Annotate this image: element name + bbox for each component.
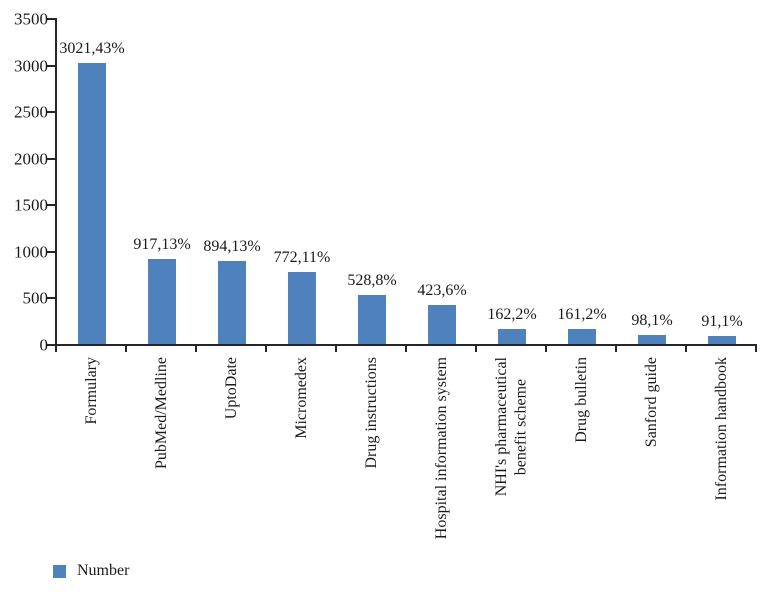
y-tick-label: 1000 [14, 242, 48, 262]
category-label: NHI's pharmaceutical benefit scheme [493, 357, 530, 497]
category-label: UptoDate [223, 357, 241, 420]
category-label: Formulary [83, 357, 101, 425]
category-label: Sanford guide [643, 357, 661, 448]
legend: Number [53, 563, 129, 579]
x-axis-tick [685, 346, 687, 352]
bar-value-label: 894,13% [203, 238, 261, 255]
bar-value-label: 3021,43% [59, 40, 125, 57]
bar [638, 335, 666, 344]
bar-value-label: 161,2% [557, 306, 607, 323]
category-label: Hospital information system [433, 357, 451, 540]
x-axis-tick [265, 346, 267, 352]
y-tick-label: 1500 [14, 195, 48, 215]
bar [708, 336, 736, 344]
x-axis-tick [755, 346, 757, 352]
legend-swatch [53, 564, 66, 578]
bar [218, 261, 246, 344]
bar-value-label: 528,8% [347, 272, 397, 289]
category-label: Drug bulletin [573, 357, 591, 443]
bar-value-label: 91,1% [701, 313, 743, 330]
y-axis-tick [47, 64, 55, 67]
bar-value-label: 423,6% [417, 282, 467, 299]
y-tick-label: 2000 [14, 149, 48, 169]
bar [568, 329, 596, 344]
bar-value-label: 772,11% [273, 249, 331, 266]
y-axis-tick [47, 111, 55, 114]
y-axis-tick [47, 250, 55, 253]
x-axis-tick [195, 346, 197, 352]
y-axis-line [55, 18, 57, 346]
bar [78, 63, 106, 344]
x-axis-tick [615, 346, 617, 352]
category-cell: Micromedex [267, 345, 337, 565]
category-cell: Drug bulletin [547, 345, 617, 565]
bar [498, 329, 526, 344]
category-cell: Hospital information system [407, 345, 477, 565]
y-tick-label: 3500 [14, 9, 48, 29]
category-label: Micromedex [293, 357, 311, 439]
category-label: Information handbook [713, 357, 731, 501]
y-tick-label: 2500 [14, 102, 48, 122]
y-tick-label: 3000 [14, 56, 48, 76]
x-axis-tick [335, 346, 337, 352]
x-axis-tick [545, 346, 547, 352]
category-cell: Drug instructions [337, 345, 407, 565]
bar [428, 305, 456, 344]
x-axis-tick [475, 346, 477, 352]
category-cell: Formulary [57, 345, 127, 565]
x-axis-tick [125, 346, 127, 352]
bar [358, 295, 386, 344]
bar-value-label: 98,1% [631, 312, 673, 329]
y-axis-tick [47, 297, 55, 300]
x-axis-line [55, 344, 757, 346]
y-axis-tick [47, 204, 55, 207]
legend-label: Number [77, 562, 130, 579]
category-cell: Sanford guide [617, 345, 687, 565]
bar-value-label: 162,2% [487, 306, 537, 323]
category-label: Drug instructions [363, 357, 381, 469]
bar [288, 272, 316, 344]
category-cell: UptoDate [197, 345, 267, 565]
bar [148, 259, 176, 344]
category-cell: Information handbook [687, 345, 757, 565]
y-axis-tick [47, 18, 55, 20]
bar-value-label: 917,13% [133, 236, 191, 253]
category-cell: PubMed/Medline [127, 345, 197, 565]
category-label: PubMed/Medline [153, 357, 171, 469]
y-axis-tick [47, 344, 55, 346]
category-cell: NHI's pharmaceutical benefit scheme [477, 345, 547, 565]
y-tick-label: 0 [39, 335, 49, 355]
y-tick-label: 500 [22, 288, 49, 308]
x-axis-tick [55, 346, 57, 352]
y-axis-tick [47, 157, 55, 160]
x-axis-tick [405, 346, 407, 352]
